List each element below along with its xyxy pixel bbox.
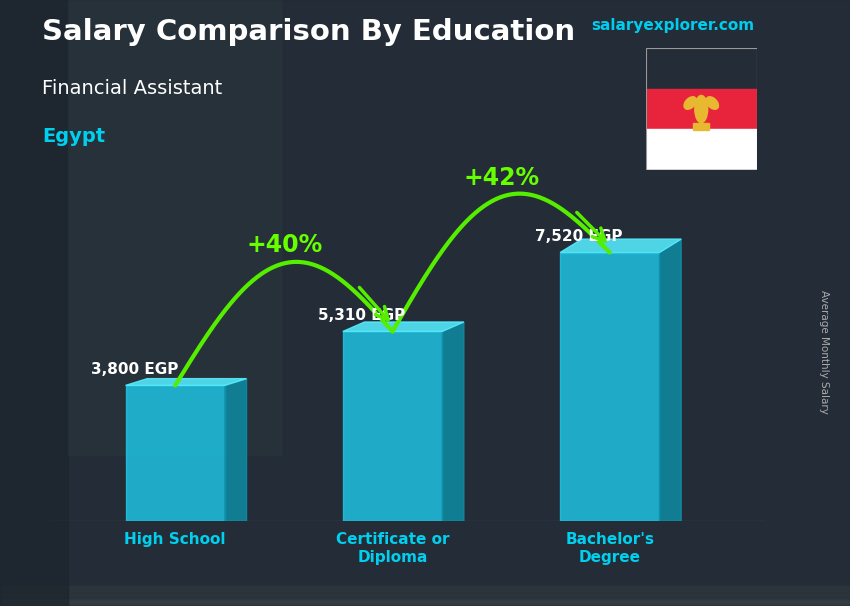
Bar	[0, 596, 850, 606]
Polygon shape	[442, 322, 464, 521]
Bar	[0, 586, 850, 596]
Bar	[0, 587, 850, 597]
Bar	[0, 588, 850, 598]
Bar	[0, 591, 850, 602]
Polygon shape	[660, 239, 681, 521]
Text: 7,520 EGP: 7,520 EGP	[535, 229, 622, 244]
Polygon shape	[126, 379, 246, 385]
Bar	[0, 594, 850, 605]
Bar	[0, 593, 850, 603]
Bar	[0, 595, 850, 605]
Bar	[0, 591, 850, 601]
Bar	[0, 592, 850, 602]
Bar	[0, 589, 850, 599]
Bar	[0, 595, 850, 605]
Text: +42%: +42%	[463, 166, 540, 190]
Bar	[0, 591, 850, 602]
Bar	[68, 0, 280, 454]
Bar	[0, 596, 850, 606]
Bar	[0, 594, 850, 605]
Bar	[0, 587, 850, 597]
Text: Salary Comparison By Education: Salary Comparison By Education	[42, 18, 575, 46]
Bar	[0, 0, 68, 606]
Bar	[0, 588, 850, 599]
Bar	[0, 587, 850, 598]
Bar	[646, 170, 756, 210]
Bar	[0, 587, 850, 596]
Bar	[0, 593, 850, 603]
Polygon shape	[225, 379, 246, 521]
Bar	[0, 587, 850, 597]
Bar	[0, 591, 850, 601]
Bar	[0, 586, 850, 596]
Text: 3,800 EGP: 3,800 EGP	[91, 362, 178, 377]
Text: salaryexplorer.com: salaryexplorer.com	[591, 18, 754, 33]
Bar	[560, 253, 660, 521]
Text: Average Monthly Salary: Average Monthly Salary	[819, 290, 829, 413]
Bar	[0, 590, 850, 600]
Text: Egypt: Egypt	[42, 127, 105, 146]
Bar	[0, 590, 850, 600]
Bar	[0, 593, 850, 604]
Bar	[0, 588, 850, 599]
Ellipse shape	[706, 97, 718, 109]
Bar	[0, 593, 850, 602]
Bar	[0, 593, 850, 603]
Bar	[0, 591, 850, 601]
Bar	[0, 596, 850, 605]
Bar	[0, 587, 850, 598]
Ellipse shape	[684, 97, 696, 109]
Bar	[0, 590, 850, 601]
Polygon shape	[560, 239, 681, 253]
Bar	[0, 594, 850, 604]
Bar	[0, 589, 850, 599]
Bar	[0, 590, 850, 601]
Bar	[0, 592, 850, 602]
Bar	[0, 594, 850, 604]
Bar	[0, 589, 850, 599]
Bar	[693, 123, 710, 130]
Bar	[0, 594, 850, 605]
Bar	[0, 589, 850, 599]
Bar	[0, 590, 850, 599]
Bar	[0, 592, 850, 602]
Bar	[0, 590, 850, 600]
Text: 5,310 EGP: 5,310 EGP	[318, 308, 405, 323]
Bar	[0, 590, 850, 601]
Bar	[0, 595, 850, 605]
Bar	[0, 588, 850, 598]
Bar	[0, 588, 850, 599]
Bar	[0, 591, 850, 601]
Bar	[0, 591, 850, 601]
Text: Financial Assistant: Financial Assistant	[42, 79, 223, 98]
Bar	[0, 595, 850, 605]
Bar	[0, 594, 850, 604]
Polygon shape	[343, 322, 464, 331]
Bar	[0, 594, 850, 604]
Bar	[646, 89, 756, 129]
Bar	[0, 588, 850, 598]
Ellipse shape	[694, 96, 708, 123]
Bar	[0, 588, 850, 598]
Bar	[0, 593, 850, 604]
Bar	[343, 331, 442, 521]
Text: +40%: +40%	[246, 233, 322, 256]
Bar	[0, 593, 850, 602]
Bar	[646, 129, 756, 170]
Bar	[0, 587, 850, 598]
Bar	[126, 385, 225, 521]
Bar	[0, 593, 850, 604]
Bar	[0, 587, 850, 596]
